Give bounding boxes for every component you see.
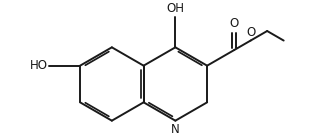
Text: O: O: [247, 26, 256, 39]
Text: HO: HO: [30, 59, 48, 72]
Text: O: O: [229, 17, 239, 30]
Text: N: N: [171, 123, 180, 136]
Text: OH: OH: [166, 2, 184, 15]
